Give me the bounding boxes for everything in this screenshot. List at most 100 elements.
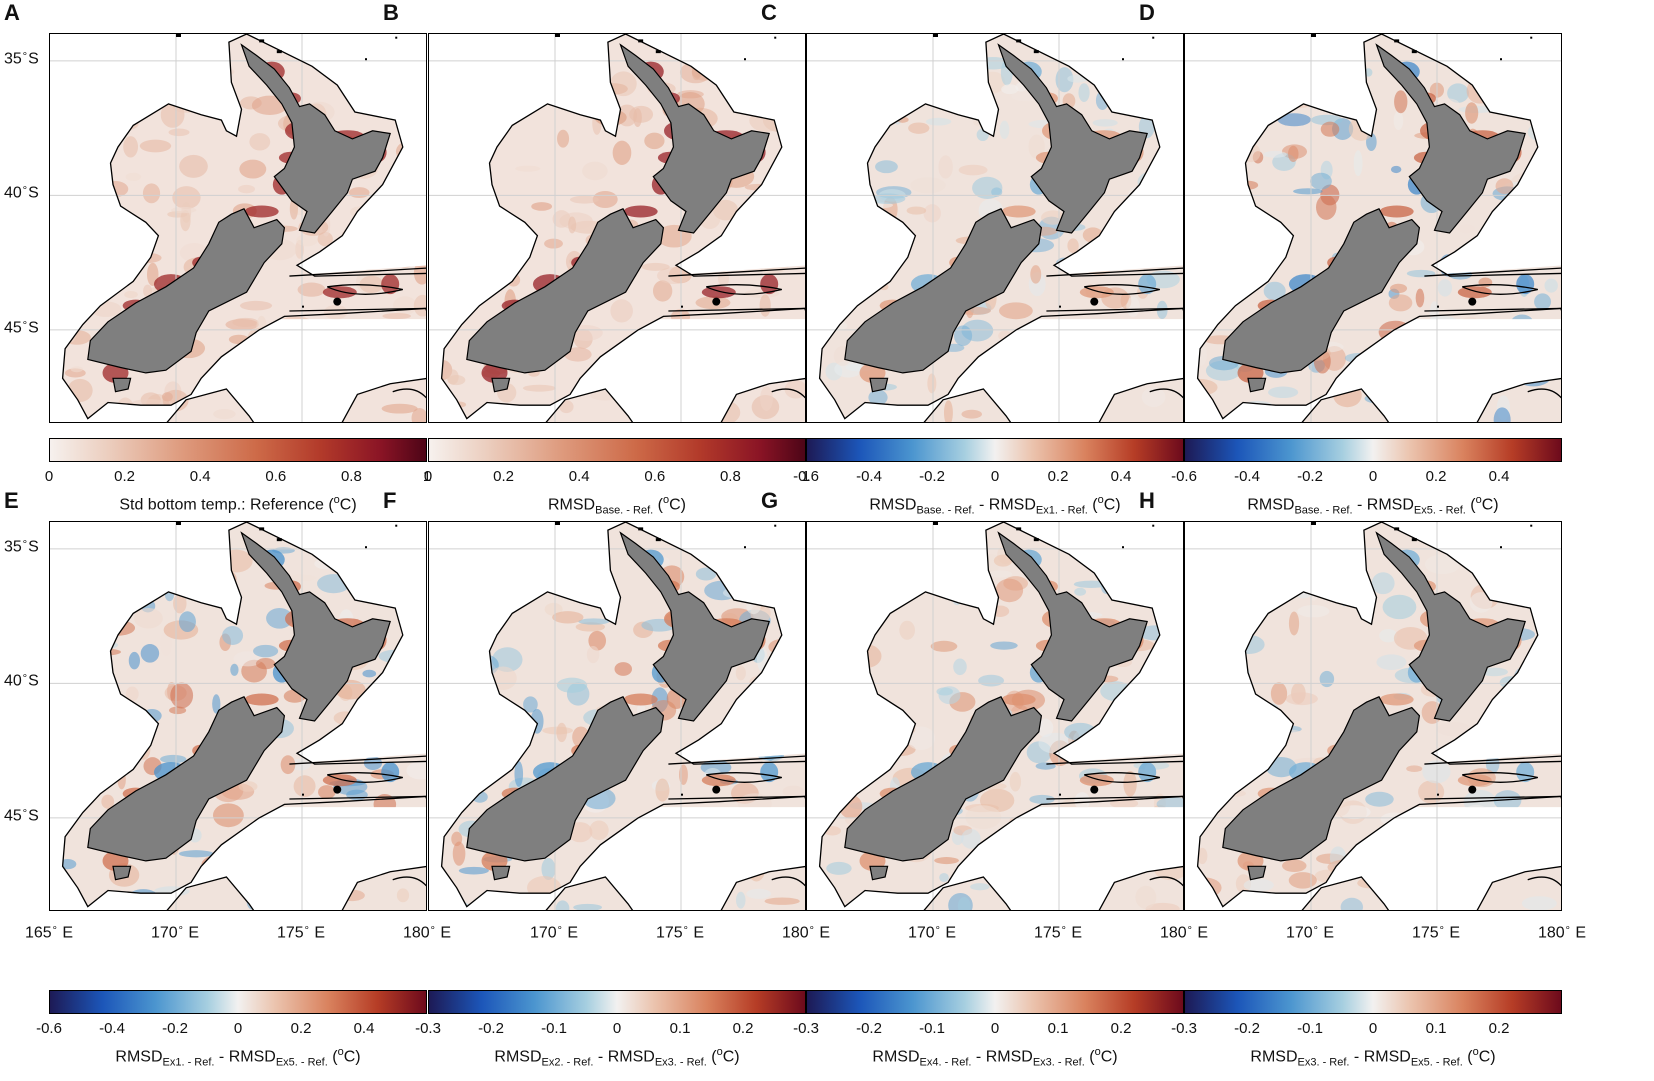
lon-tick-label: 180∘ E bbox=[1160, 923, 1208, 942]
degree-mark: ∘ bbox=[21, 317, 29, 329]
lat-hemisphere: S bbox=[28, 538, 39, 556]
colorbar-label-d: RMSDBase. - Ref. - RMSDEx5. - Ref. (oC) bbox=[1184, 494, 1562, 517]
lat-tick-label: 40∘S bbox=[4, 671, 39, 690]
colorbar-a bbox=[49, 438, 427, 462]
label-sub: Ex2. - Ref. bbox=[541, 1056, 594, 1069]
lon-hemisphere: E bbox=[57, 924, 74, 942]
colorbar-tick-label: -0.3 bbox=[793, 1020, 819, 1037]
colorbar-tick-label: -0.2 bbox=[478, 1020, 504, 1037]
lon-tick-label: 175∘ E bbox=[277, 923, 325, 942]
lon-hemisphere: E bbox=[1570, 924, 1587, 942]
colorbar-tick-label: 0 bbox=[423, 468, 433, 485]
label-sup: o bbox=[1472, 1046, 1479, 1058]
colorbar-tick-label: -0.3 bbox=[415, 1020, 441, 1037]
lat-hemisphere: S bbox=[28, 184, 39, 202]
map-svg-c bbox=[807, 34, 1183, 422]
label-sub: Base. - Ref. bbox=[916, 504, 975, 517]
lon-value: 170 bbox=[1285, 924, 1313, 942]
colorbar-tick-label: 0.6 bbox=[265, 468, 287, 485]
lon-value: 180 bbox=[1159, 924, 1187, 942]
degree-mark: ∘ bbox=[1186, 923, 1193, 934]
land-a bbox=[87, 34, 426, 393]
colorbar-tick-label: 0.2 bbox=[1488, 1020, 1510, 1037]
lon-value: 175 bbox=[276, 924, 304, 942]
panel-letter-a: A bbox=[4, 0, 20, 25]
lat-hemisphere: S bbox=[28, 319, 39, 337]
degree-mark: ∘ bbox=[51, 923, 58, 934]
degree-mark: ∘ bbox=[808, 923, 815, 934]
map-panel-g bbox=[806, 521, 1184, 911]
lat-tick-label: 35∘S bbox=[4, 49, 39, 68]
label-sup: o bbox=[1097, 494, 1104, 506]
label-text: - RMSD bbox=[1349, 1048, 1411, 1066]
colorbar-tick-label: 0.4 bbox=[353, 1020, 375, 1037]
lon-value: 165 bbox=[24, 924, 52, 942]
label-text: - RMSD bbox=[1352, 496, 1414, 514]
colorbar-tick-label: 0.2 bbox=[1047, 468, 1069, 485]
land-f bbox=[466, 522, 805, 881]
panel-letter-c: C bbox=[761, 0, 777, 25]
label-sub: Ex5. - Ref. bbox=[1413, 504, 1466, 517]
lon-hemisphere: E bbox=[814, 924, 831, 942]
colorbar-d bbox=[1184, 438, 1562, 462]
colorbar-label-f: RMSDEx2. - Ref. - RMSDEx3. - Ref. (oC) bbox=[428, 1046, 806, 1069]
land-e bbox=[87, 522, 426, 881]
label-text: Std bottom temp.: Reference ( bbox=[119, 496, 334, 514]
label-text: - RMSD bbox=[593, 1048, 655, 1066]
lon-hemisphere: E bbox=[1318, 924, 1335, 942]
colorbar-label-b: RMSDBase. - Ref. (oC) bbox=[428, 494, 806, 517]
panel-letter-h: H bbox=[1139, 488, 1155, 513]
land-d bbox=[1222, 34, 1561, 393]
colorbar-tick-label: 0.6 bbox=[644, 468, 666, 485]
label-text: RMSD bbox=[869, 496, 917, 514]
degree-mark: ∘ bbox=[21, 805, 29, 817]
colorbar-tick-label: -0.1 bbox=[1297, 1020, 1323, 1037]
label-sub: Base. - Ref. bbox=[1294, 504, 1353, 517]
lon-tick-label: 170∘ E bbox=[1286, 923, 1334, 942]
colorbar-e bbox=[49, 990, 427, 1014]
colorbar-tick-label: -0.2 bbox=[1234, 1020, 1260, 1037]
panel-letter-e: E bbox=[4, 488, 19, 513]
lon-tick-label: 180∘ E bbox=[403, 923, 451, 942]
label-text: RMSD bbox=[548, 496, 596, 514]
lon-hemisphere: E bbox=[1444, 924, 1461, 942]
degree-mark: ∘ bbox=[1060, 923, 1067, 934]
contour-lines-g bbox=[818, 522, 1183, 910]
lat-tick-label: 40∘S bbox=[4, 183, 39, 202]
label-unit: C) bbox=[722, 1048, 740, 1066]
label-text: ( bbox=[1462, 1048, 1473, 1066]
colorbar-tick-label: 0 bbox=[612, 1020, 622, 1037]
land-c bbox=[844, 34, 1183, 393]
label-sup: o bbox=[333, 494, 340, 506]
colorbar-tick-label: 0 bbox=[990, 1020, 1000, 1037]
colorbar-g bbox=[806, 990, 1184, 1014]
colorbar-tick-label: 0.4 bbox=[1110, 468, 1132, 485]
label-text: ( bbox=[653, 496, 663, 514]
lat-hemisphere: S bbox=[28, 50, 39, 68]
lon-hemisphere: E bbox=[183, 924, 200, 942]
lat-value: 35 bbox=[4, 50, 22, 68]
map-svg-e bbox=[50, 522, 426, 910]
label-text: RMSD bbox=[872, 1048, 920, 1066]
lat-hemisphere: S bbox=[28, 807, 39, 825]
colorbar-tick-label: -0.2 bbox=[919, 468, 945, 485]
map-svg-g bbox=[807, 522, 1183, 910]
lon-hemisphere: E bbox=[562, 924, 579, 942]
degree-mark: ∘ bbox=[556, 923, 563, 934]
colorbar-tick-label: 0.8 bbox=[719, 468, 741, 485]
label-unit: C) bbox=[343, 1048, 361, 1066]
lat-value: 40 bbox=[4, 184, 22, 202]
lon-value: 170 bbox=[150, 924, 178, 942]
lon-hemisphere: E bbox=[688, 924, 705, 942]
lat-hemisphere: S bbox=[28, 672, 39, 690]
colorbar-tick-label: 0 bbox=[233, 1020, 243, 1037]
colorbar-tick-label: -0.6 bbox=[1171, 468, 1197, 485]
map-panel-c bbox=[806, 33, 1184, 423]
lon-tick-label: 165∘ E bbox=[25, 923, 73, 942]
colorbar-tick-label: -0.3 bbox=[1171, 1020, 1197, 1037]
label-sub: Ex3. - Ref. bbox=[1032, 1056, 1085, 1069]
lat-value: 40 bbox=[4, 672, 22, 690]
lon-hemisphere: E bbox=[435, 924, 452, 942]
map-panel-a bbox=[49, 33, 427, 423]
colorbar-tick-label: 0 bbox=[44, 468, 54, 485]
